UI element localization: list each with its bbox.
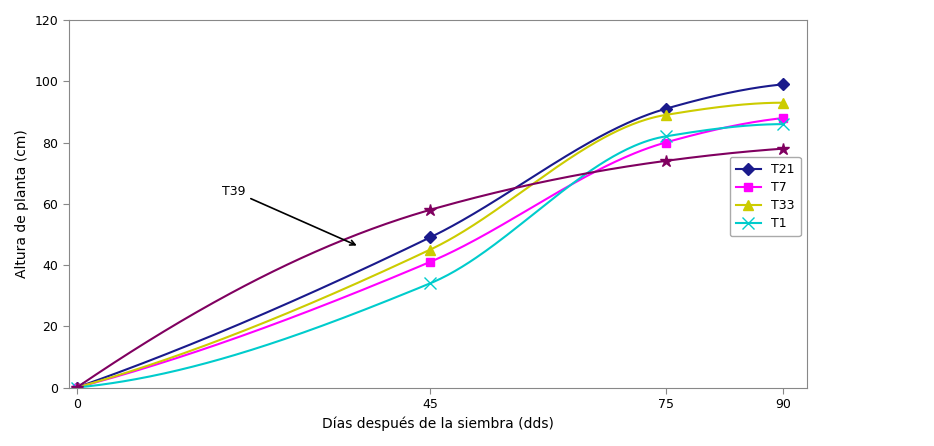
- Text: T39: T39: [222, 185, 355, 245]
- Legend: T21, T7, T33, T1: T21, T7, T33, T1: [729, 157, 800, 236]
- Y-axis label: Altura de planta (cm): Altura de planta (cm): [15, 129, 29, 278]
- X-axis label: Días después de la siembra (dds): Días después de la siembra (dds): [322, 417, 554, 431]
